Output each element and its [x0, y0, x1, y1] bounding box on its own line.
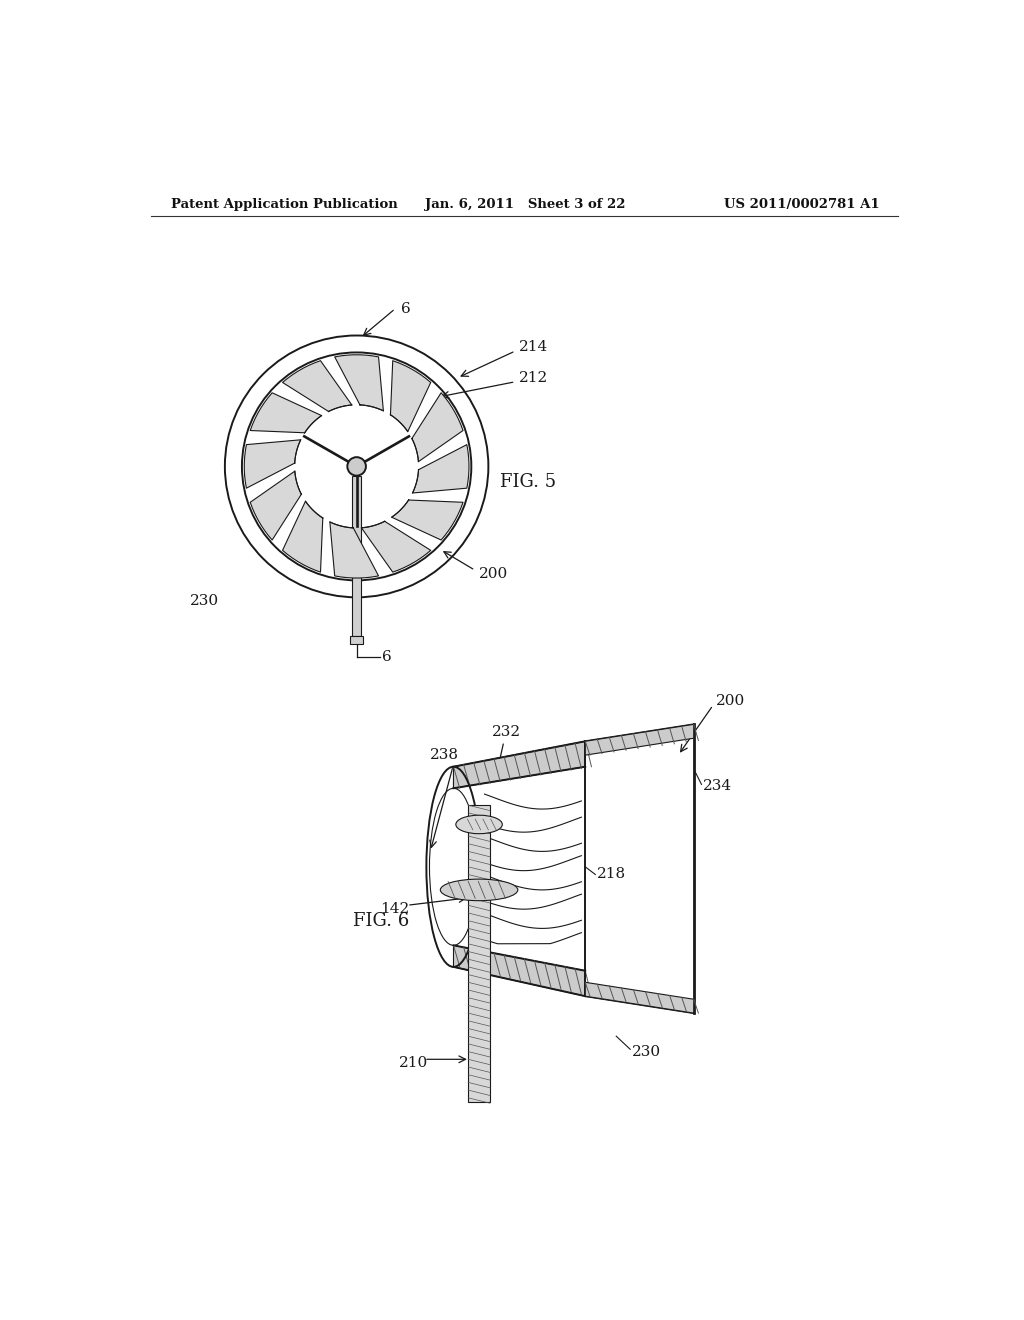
Circle shape — [347, 457, 366, 475]
Text: FIG. 6: FIG. 6 — [352, 912, 409, 929]
Polygon shape — [391, 500, 463, 540]
Bar — [350, 636, 362, 644]
Text: Patent Application Publication: Patent Application Publication — [171, 198, 397, 211]
Text: 212: 212 — [519, 371, 549, 385]
Polygon shape — [413, 445, 469, 492]
Text: 218: 218 — [597, 867, 626, 882]
Text: 200: 200 — [716, 694, 744, 709]
Text: FIG. 5: FIG. 5 — [500, 473, 556, 491]
Polygon shape — [283, 360, 352, 412]
Polygon shape — [454, 742, 586, 788]
Polygon shape — [454, 945, 586, 997]
Text: US 2011/0002781 A1: US 2011/0002781 A1 — [724, 198, 880, 211]
Text: 230: 230 — [190, 594, 219, 609]
Polygon shape — [250, 471, 301, 540]
Polygon shape — [245, 440, 301, 488]
Polygon shape — [390, 360, 431, 432]
Polygon shape — [283, 502, 323, 572]
Text: 200: 200 — [479, 568, 508, 581]
Text: 238: 238 — [430, 748, 459, 762]
Polygon shape — [454, 742, 586, 788]
Ellipse shape — [440, 879, 518, 900]
Polygon shape — [250, 393, 322, 433]
Text: 230: 230 — [632, 1044, 660, 1059]
Bar — [352, 475, 361, 636]
Polygon shape — [412, 393, 463, 462]
Polygon shape — [586, 982, 693, 1014]
Text: Jan. 6, 2011   Sheet 3 of 22: Jan. 6, 2011 Sheet 3 of 22 — [425, 198, 625, 211]
Text: 142: 142 — [380, 902, 410, 916]
Text: 6: 6 — [382, 651, 392, 664]
Ellipse shape — [456, 816, 503, 834]
Bar — [468, 805, 489, 1102]
Polygon shape — [586, 725, 693, 755]
Text: 6: 6 — [400, 301, 411, 315]
Text: 232: 232 — [493, 725, 521, 739]
Polygon shape — [335, 355, 383, 411]
Polygon shape — [361, 521, 431, 572]
Polygon shape — [330, 521, 379, 578]
Text: 214: 214 — [519, 341, 549, 354]
Text: 234: 234 — [703, 779, 732, 793]
Text: 210: 210 — [399, 1056, 428, 1071]
